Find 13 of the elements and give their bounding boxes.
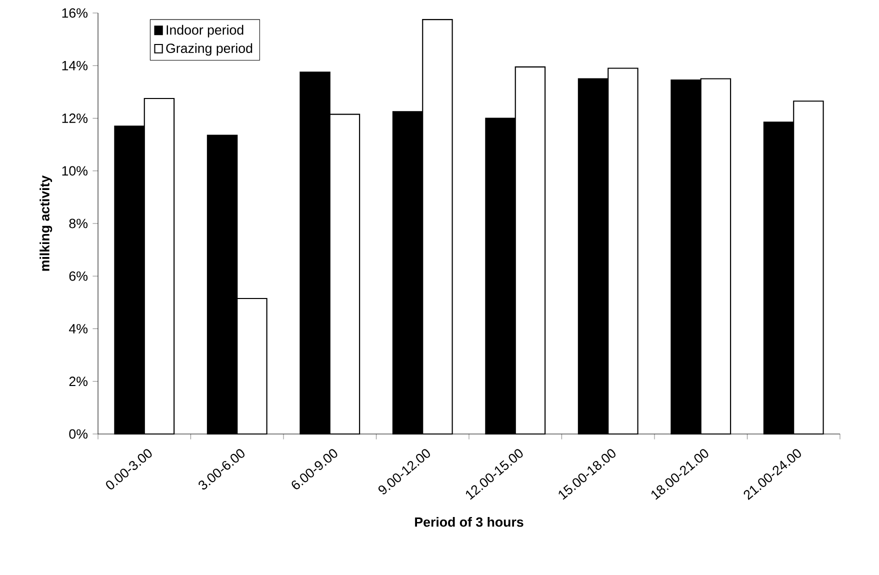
y-tick-label: 10% [62,166,88,176]
y-tick-label: 2% [69,376,88,386]
legend-label: Grazing period [166,43,252,56]
y-tick-label: 6% [69,271,88,281]
y-tick-label: 8% [69,218,88,228]
y-tick-label: 4% [69,324,88,334]
y-tick-label: 12% [62,114,88,123]
y-tick-label: 14% [62,60,88,70]
y-tick-label: 16% [62,8,88,18]
legend-label: Indoor period [166,24,244,38]
x-axis-title: Period of 3 hours [415,516,524,527]
y-axis-title: milking activity [40,175,52,271]
y-tick-label: 0% [69,429,88,439]
